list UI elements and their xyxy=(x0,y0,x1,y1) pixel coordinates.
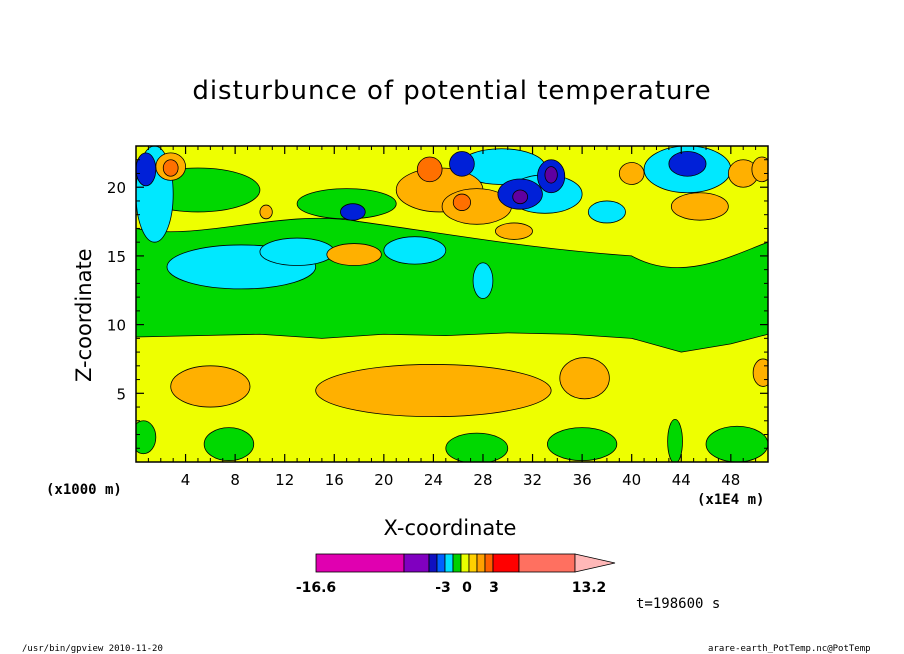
x-tick-label: 48 xyxy=(721,471,740,489)
y-axis-label: Z-coordinate xyxy=(72,248,96,382)
colorbar-segment xyxy=(492,553,520,573)
x-tick-label: 44 xyxy=(672,471,691,489)
y-tick-label: 10 xyxy=(107,317,126,335)
colorbar-segment xyxy=(444,553,454,573)
colorbar-label: -3 xyxy=(435,580,451,596)
footer-command: /usr/bin/gpview 2010-11-20 xyxy=(22,644,163,654)
colorbar-segment xyxy=(484,553,494,573)
x-tick-label: 8 xyxy=(230,471,240,489)
x-multiplier-label: (x1E4 m) xyxy=(697,492,765,508)
contour-field xyxy=(136,146,768,462)
green-patch xyxy=(445,432,509,462)
blue-region xyxy=(136,152,157,187)
x-tick-label: 32 xyxy=(523,471,542,489)
x-tick-label: 36 xyxy=(573,471,592,489)
x-tick-label: 12 xyxy=(275,471,294,489)
colorbar-segment xyxy=(518,553,576,573)
colorbar-label: -16.6 xyxy=(296,580,336,596)
orange-region xyxy=(315,364,552,418)
green-patch xyxy=(667,419,683,462)
cyan-region xyxy=(472,262,494,299)
x-tick-label: 20 xyxy=(374,471,393,489)
colorbar-label: 13.2 xyxy=(572,580,607,596)
green-patch xyxy=(136,420,157,455)
y-tick-label: 20 xyxy=(107,179,126,197)
cyan-region xyxy=(587,200,626,224)
colorbar-segment xyxy=(428,553,438,573)
deep-orange-core xyxy=(162,159,179,177)
orange-region xyxy=(326,243,382,266)
x-unit-label: (x1000 m) xyxy=(46,482,122,498)
purple-core xyxy=(544,166,558,184)
colorbar-segment xyxy=(460,553,470,573)
x-tick-label: 28 xyxy=(473,471,492,489)
colorbar-segment xyxy=(403,553,430,573)
orange-region xyxy=(618,162,645,185)
orange-region xyxy=(259,204,273,220)
purple-core xyxy=(512,189,528,205)
plot-frame xyxy=(135,145,769,463)
orange-region xyxy=(670,192,729,221)
colorbar-segment xyxy=(436,553,446,573)
chart-title: disturbunce of potential temperature xyxy=(192,76,712,106)
orange-region xyxy=(752,358,768,387)
deep-orange-core xyxy=(452,193,471,211)
y-tick-label: 15 xyxy=(107,248,126,266)
orange-region xyxy=(751,156,768,183)
orange-region xyxy=(559,357,610,400)
orange-region xyxy=(170,365,251,408)
colorbar-label: 0 xyxy=(462,580,472,596)
green-patch xyxy=(705,425,768,462)
x-tick-label: 16 xyxy=(325,471,344,489)
colorbar-label: 3 xyxy=(489,580,499,596)
green-patch xyxy=(203,427,255,462)
footer-file: arare-earth_PotTemp.nc@PotTemp xyxy=(708,644,871,654)
time-label: t=198600 s xyxy=(636,596,721,612)
cyan-region xyxy=(383,236,447,265)
blue-region xyxy=(668,151,707,177)
x-tick-label: 40 xyxy=(622,471,641,489)
cyan-region xyxy=(259,237,335,266)
x-tick-label: 24 xyxy=(424,471,443,489)
x-axis-label: X-coordinate xyxy=(383,516,517,540)
blue-region xyxy=(340,203,366,221)
deep-orange-core xyxy=(416,156,443,183)
colorbar-segment xyxy=(315,553,405,573)
colorbar-segment xyxy=(468,553,478,573)
y-tick-label: 5 xyxy=(116,385,126,403)
blue-region xyxy=(449,151,475,177)
x-tick-label: 4 xyxy=(181,471,191,489)
colorbar-arrow xyxy=(574,553,616,573)
colorbar-segment xyxy=(452,553,462,573)
orange-region xyxy=(494,222,533,240)
colorbar-segment xyxy=(476,553,486,573)
